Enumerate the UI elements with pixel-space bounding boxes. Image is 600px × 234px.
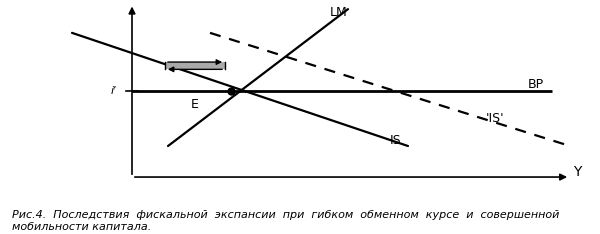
Text: 'IS': 'IS' (486, 112, 505, 125)
Text: Рис.4.  Последствия  фискальной  экспансии  при  гибком  обменном  курсе  и  сов: Рис.4. Последствия фискальной экспансии … (12, 210, 559, 232)
Text: LM: LM (330, 6, 348, 19)
Bar (165, 62, 225, 69)
Text: IS: IS (390, 134, 401, 147)
Text: iᶠ: iᶠ (110, 86, 117, 96)
Text: E: E (191, 98, 199, 110)
Text: Y: Y (573, 165, 581, 179)
Text: i: i (121, 0, 125, 3)
Text: BP: BP (528, 78, 544, 91)
